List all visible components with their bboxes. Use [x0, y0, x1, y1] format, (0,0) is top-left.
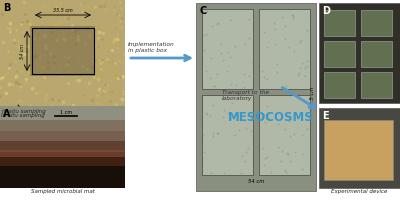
Text: 35.5 cm: 35.5 cm: [53, 8, 73, 13]
Text: In situ sampling: In situ sampling: [2, 105, 46, 114]
Bar: [319, 3, 400, 103]
Text: Experimental device: Experimental device: [331, 189, 388, 194]
Bar: [196, 3, 316, 191]
Bar: [0, 152, 125, 167]
Bar: [259, 95, 310, 175]
Text: E: E: [322, 111, 329, 121]
Text: MESOCOSMS: MESOCOSMS: [228, 111, 314, 124]
Bar: [319, 108, 400, 188]
Text: 35.5 cm: 35.5 cm: [310, 86, 315, 108]
Text: 54 cm: 54 cm: [248, 179, 264, 184]
Bar: [361, 41, 392, 67]
Bar: [361, 10, 392, 36]
Bar: [0, 0, 125, 106]
Text: Transport to the
laboratory: Transport to the laboratory: [222, 90, 269, 101]
Bar: [0, 166, 125, 188]
Bar: [0, 105, 125, 120]
Bar: [202, 95, 253, 175]
Bar: [324, 41, 355, 67]
Text: Sampled microbial mat: Sampled microbial mat: [30, 189, 94, 194]
Bar: [0, 150, 125, 157]
Bar: [0, 141, 125, 153]
Bar: [0, 119, 125, 132]
Text: A: A: [3, 109, 10, 119]
Bar: [0, 131, 125, 141]
Text: B: B: [3, 3, 10, 13]
Bar: [0, 106, 125, 188]
Bar: [202, 9, 253, 89]
Bar: [324, 72, 355, 98]
Text: D: D: [322, 6, 330, 16]
Text: In situ sampling: In situ sampling: [1, 113, 45, 118]
Bar: [361, 72, 392, 98]
Text: 54 cm: 54 cm: [20, 43, 25, 59]
Bar: [259, 9, 310, 89]
Bar: [30, 26, 95, 76]
Bar: [324, 10, 355, 36]
Text: 1 cm: 1 cm: [60, 110, 72, 115]
Text: C: C: [199, 6, 206, 16]
Text: Implementation
in plastic box: Implementation in plastic box: [128, 42, 175, 53]
Bar: [324, 120, 393, 180]
